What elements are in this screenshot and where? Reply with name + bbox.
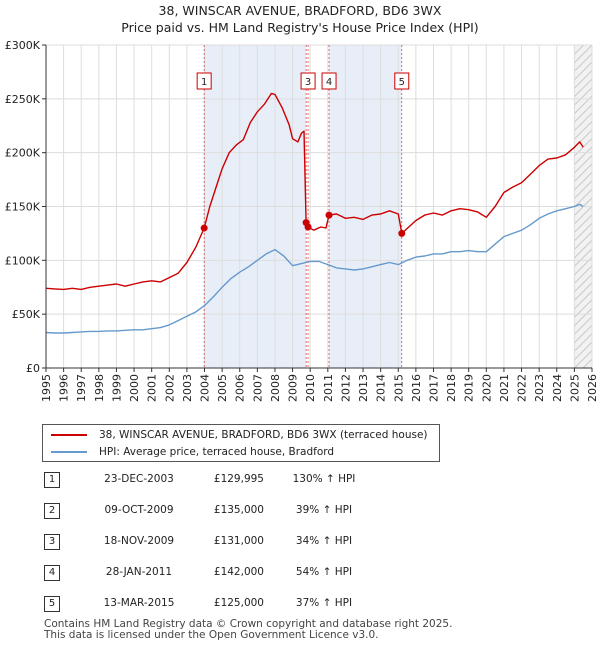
x-tick-label: 2023: [533, 374, 546, 402]
chart-title-subtitle: Price paid vs. HM Land Registry's House …: [121, 20, 479, 35]
x-tick-label: 2022: [516, 374, 529, 402]
y-tick-label: £300K: [5, 39, 41, 52]
x-tick-label: 2008: [269, 374, 282, 402]
sale-point-3: [304, 223, 312, 231]
chart-legend: 38, WINSCAR AVENUE, BRADFORD, BD6 3WX (t…: [42, 424, 440, 462]
sale-marker-label-5: 5: [394, 72, 410, 90]
sale-price: £142,000: [213, 566, 264, 578]
sale-marker-box: [300, 72, 316, 90]
x-tick-label: 2021: [498, 374, 511, 402]
sale-date: 23-DEC-2003: [104, 473, 174, 485]
chart-title-address: 38, WINSCAR AVENUE, BRADFORD, BD6 3WX: [158, 3, 442, 18]
x-tick-label: 2017: [427, 374, 440, 402]
x-tick-label: 2015: [392, 374, 405, 402]
sale-hpi-change: 34% ↑ HPI: [295, 535, 353, 547]
x-tick-label: 2005: [216, 374, 229, 402]
sale-number: 2: [44, 503, 60, 519]
y-tick-label: £150K: [5, 201, 41, 214]
legend-label-hpi: HPI: Average price, terraced house, Brad…: [99, 446, 335, 458]
x-tick-label: 2014: [375, 374, 388, 402]
y-tick-label: £200K: [5, 147, 41, 160]
footer-copyright: Contains HM Land Registry data © Crown c…: [44, 618, 453, 630]
table-row: 2 09-OCT-2009 £135,000 39% ↑ HPI: [44, 503, 464, 519]
sale-marker-label-4: 4: [321, 72, 337, 90]
x-tick-label: 2010: [304, 374, 317, 402]
sale-number: 4: [44, 565, 60, 581]
sale-marker-box: [196, 72, 212, 90]
x-tick-label: 1997: [75, 374, 88, 402]
legend-item-hpi: HPI: Average price, terraced house, Brad…: [51, 444, 334, 460]
x-tick-label: 2024: [551, 374, 564, 402]
x-tick-label: 2007: [251, 374, 264, 402]
sale-point-5: [398, 229, 406, 237]
x-tick-label: 2019: [463, 374, 476, 402]
sale-hpi-change: 130% ↑ HPI: [292, 473, 356, 485]
y-tick-label: £250K: [5, 93, 41, 106]
y-tick-label: £100K: [5, 254, 41, 267]
series-line-hpi: [45, 203, 584, 334]
sale-price: £129,995: [213, 473, 264, 485]
x-tick-label: 2004: [199, 374, 212, 402]
x-tick-label: 2013: [357, 374, 370, 402]
price-chart: 1 3 4 5 £0 £50K £100K £150K £200K £250K £300K 1995…: [5, 39, 599, 402]
sale-marker-box: [321, 72, 337, 90]
sale-marker-number: 5: [399, 77, 405, 88]
sale-marker-label-1: 1: [196, 72, 212, 90]
sale-number: 3: [44, 534, 60, 550]
y-tick-label: £50K: [12, 308, 41, 321]
x-tick-label: 2025: [568, 374, 581, 402]
sale-point-4: [325, 211, 333, 219]
x-tick-label: 2011: [322, 374, 335, 402]
x-tick-label: 2006: [234, 374, 247, 402]
x-tick-label: 2001: [146, 374, 159, 402]
table-row: 4 28-JAN-2011 £142,000 54% ↑ HPI: [44, 565, 464, 581]
sale-date: 13-MAR-2015: [103, 597, 175, 609]
x-tick-label: 2020: [480, 374, 493, 402]
x-tick-label: 2003: [181, 374, 194, 402]
x-tick-label: 1999: [110, 374, 123, 402]
sale-marker-number: 1: [201, 77, 207, 88]
x-tick-label: 2016: [410, 374, 423, 402]
sale-hpi-change: 39% ↑ HPI: [295, 504, 353, 516]
sale-point-1: [200, 224, 208, 232]
x-tick-label: 2002: [163, 374, 176, 402]
table-row: 3 18-NOV-2009 £131,000 34% ↑ HPI: [44, 534, 464, 550]
legend-item-property: 38, WINSCAR AVENUE, BRADFORD, BD6 3WX (t…: [51, 427, 428, 443]
sale-price: £135,000: [213, 504, 264, 516]
legend-label-property: 38, WINSCAR AVENUE, BRADFORD, BD6 3WX (t…: [99, 429, 428, 441]
footer-licence: This data is licensed under the Open Gov…: [44, 629, 379, 641]
x-tick-label: 2018: [445, 374, 458, 402]
legend-swatch-property: [51, 434, 87, 436]
x-tick-label: 1998: [93, 374, 106, 402]
sale-date: 18-NOV-2009: [103, 535, 175, 547]
sale-marker-number: 3: [305, 77, 311, 88]
sale-hpi-change: 37% ↑ HPI: [295, 597, 353, 609]
sale-marker-box: [394, 72, 410, 90]
table-row: 1 23-DEC-2003 £129,995 130% ↑ HPI: [44, 472, 464, 488]
sale-price: £125,000: [213, 597, 264, 609]
x-tick-label: 2026: [586, 374, 599, 402]
x-tick-label: 2000: [128, 374, 141, 402]
x-tick-label: 2009: [287, 374, 300, 402]
table-row: 5 13-MAR-2015 £125,000 37% ↑ HPI: [44, 596, 464, 612]
legend-swatch-hpi: [51, 451, 87, 453]
y-tick-label: £0: [26, 362, 40, 375]
x-tick-label: 1995: [40, 374, 53, 402]
sale-number: 1: [44, 472, 60, 488]
sale-date: 09-OCT-2009: [104, 504, 174, 516]
sale-price: £131,000: [213, 535, 264, 547]
sale-number: 5: [44, 596, 60, 612]
sale-marker-label-3: 3: [300, 72, 316, 90]
x-tick-label: 2012: [339, 374, 352, 402]
footer-attribution: Contains HM Land Registry data © Crown c…: [44, 619, 452, 641]
sale-marker-number: 4: [326, 77, 332, 88]
sale-date: 28-JAN-2011: [105, 566, 173, 578]
x-tick-label: 1996: [58, 374, 71, 402]
sale-hpi-change: 54% ↑ HPI: [295, 566, 353, 578]
